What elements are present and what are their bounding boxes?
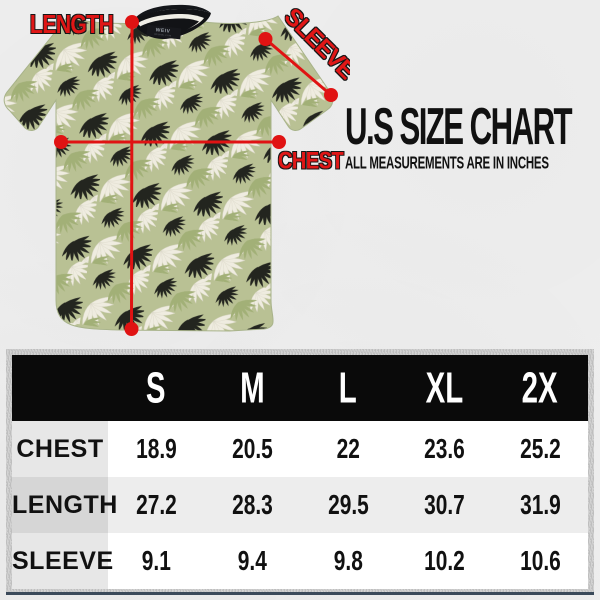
svg-text:CHEST: CHEST xyxy=(278,147,344,174)
svg-text:LENGTH: LENGTH xyxy=(30,10,113,38)
